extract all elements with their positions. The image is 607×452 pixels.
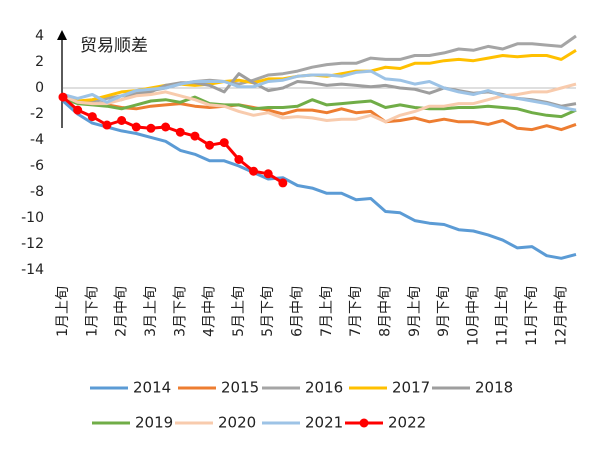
series-line — [62, 95, 284, 185]
legend-label: 2018 — [475, 379, 513, 397]
y-tick-label: -6 — [30, 158, 44, 174]
data-point — [117, 116, 127, 125]
legend-label: 2017 — [392, 379, 430, 397]
x-tick-label: 5月上旬 — [231, 286, 247, 337]
legend-marker — [359, 418, 369, 428]
data-point — [131, 122, 141, 132]
x-tick-label: 3月下旬 — [172, 286, 188, 337]
x-tick-label: 9月下旬 — [436, 286, 452, 337]
y-tick-label: -8 — [30, 184, 44, 200]
data-point — [146, 123, 156, 133]
data-point — [161, 122, 171, 132]
x-tick-label: 9月上旬 — [407, 286, 423, 337]
y-tick-label: 0 — [35, 80, 44, 96]
y-tick-label: -14 — [21, 262, 44, 278]
data-point — [278, 178, 288, 188]
series-line — [62, 82, 577, 124]
x-tick-label: 2月中旬 — [114, 286, 130, 337]
y-tick-label: -12 — [21, 236, 44, 252]
legend-label: 2014 — [133, 379, 171, 397]
data-point — [102, 120, 112, 130]
x-tick-label: 3月上旬 — [143, 286, 159, 337]
y-tick-label: -10 — [21, 210, 44, 226]
legend-label: 2022 — [388, 414, 426, 432]
y-tick-label: -2 — [30, 106, 44, 122]
x-tick-label: 5月下旬 — [260, 286, 276, 337]
legend-label: 2019 — [135, 414, 173, 432]
y-axis-arrow — [57, 30, 67, 40]
data-point — [234, 155, 244, 164]
x-tick-label: 10月中旬 — [465, 286, 481, 346]
x-tick-label: 4月中旬 — [202, 286, 218, 337]
legend-label: 2020 — [218, 414, 256, 432]
data-point — [58, 92, 68, 102]
data-point — [87, 112, 97, 122]
x-tick-label: 6月中旬 — [290, 286, 306, 337]
data-point — [249, 166, 259, 176]
y-tick-label: 4 — [35, 28, 44, 44]
data-point — [175, 127, 185, 137]
legend-label: 2021 — [305, 414, 343, 432]
x-tick-label: 7月下旬 — [348, 286, 364, 337]
series-line — [62, 69, 577, 112]
data-point — [263, 169, 273, 179]
x-tick-label: 8月中旬 — [377, 286, 393, 337]
legend-label: 2015 — [221, 379, 259, 397]
x-tick-label: 1月上旬 — [55, 286, 71, 337]
series-line — [62, 95, 577, 119]
data-point — [190, 131, 200, 141]
y-tick-label: -4 — [30, 132, 44, 148]
x-tick-label: 11月下旬 — [524, 286, 540, 346]
x-tick-label: 11月上旬 — [495, 286, 511, 346]
x-tick-label: 12月中旬 — [553, 286, 569, 346]
y-tick-label: 2 — [35, 54, 44, 70]
x-tick-label: 1月下旬 — [84, 286, 100, 337]
data-point — [205, 140, 215, 150]
data-point — [219, 138, 229, 148]
series-line — [62, 99, 577, 260]
series-line — [62, 96, 577, 132]
x-tick-label: 7月上旬 — [319, 286, 335, 337]
legend-label: 2016 — [305, 379, 343, 397]
chart-title: 贸易顺差 — [80, 36, 148, 56]
data-point — [73, 105, 83, 115]
